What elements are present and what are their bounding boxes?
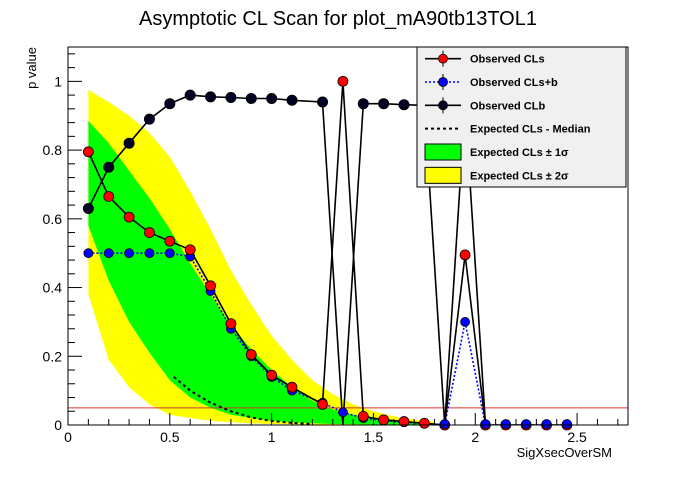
clsb-point	[439, 419, 450, 429]
clsb-point	[460, 317, 470, 327]
clsb-point	[124, 248, 134, 259]
legend-label: Expected CLs ± 2σ	[470, 170, 569, 182]
cls-point	[103, 191, 115, 202]
y-tick-label: 0.2	[43, 348, 63, 364]
y-tick-label: 0.6	[43, 211, 63, 227]
legend-marker	[438, 77, 448, 87]
legend-marker	[438, 100, 448, 111]
clb-point	[245, 93, 257, 105]
legend-label: Observed CLs+b	[470, 77, 558, 89]
plot-frame	[67, 46, 629, 426]
clb-point	[317, 96, 329, 108]
x-axis-label: SigXsecOverSM	[517, 445, 612, 460]
clsb-point	[164, 248, 175, 259]
cls-point	[378, 414, 390, 426]
x-tick-label: 1	[268, 429, 276, 445]
legend-marker	[438, 53, 448, 64]
cls-point	[123, 211, 135, 223]
legend-label: Expected CLs - Median	[470, 124, 591, 136]
cls-point	[245, 349, 257, 360]
clb-point	[123, 137, 135, 149]
y-tick-label: 0	[54, 417, 62, 433]
x-tick-label: 2.5	[567, 429, 587, 445]
clsb-line	[88, 252, 567, 425]
clb-point	[205, 91, 217, 103]
cls-point	[266, 369, 278, 381]
chart-title: Asymptotic CL Scan for plot_mA90tb13TOL1	[139, 8, 537, 30]
clb-point	[286, 94, 298, 106]
clsb-point	[338, 407, 348, 418]
legend-box	[416, 46, 627, 188]
x-tick-label: 0	[64, 429, 72, 445]
legend-swatch	[424, 166, 462, 184]
clb-point	[266, 93, 278, 105]
cls-point	[418, 417, 430, 429]
one-sigma-band	[88, 120, 435, 425]
median-line	[173, 376, 313, 425]
clb-point	[82, 203, 94, 215]
cls-point	[357, 411, 369, 422]
clb-point	[225, 92, 237, 104]
clb-point	[103, 161, 115, 173]
clb-point	[184, 89, 196, 101]
x-tick-label: 1.5	[364, 429, 384, 445]
clb-point	[378, 98, 390, 110]
x-tick-label: 2	[471, 429, 479, 445]
cls-point	[286, 381, 298, 393]
clsb-point	[541, 419, 552, 429]
legend-label: Expected CLs ± 1σ	[470, 147, 569, 159]
x-tick-label: 0.5	[160, 429, 180, 445]
cls-point	[205, 280, 216, 292]
clb-point	[164, 98, 176, 110]
y-tick-label: 0.8	[43, 142, 63, 158]
clsb-point	[480, 419, 491, 429]
cls-point	[398, 416, 410, 427]
cls-point	[82, 146, 94, 158]
cls-point	[459, 249, 471, 261]
clsb-point	[562, 419, 572, 429]
clsb-point	[83, 248, 94, 259]
clb-point	[398, 99, 410, 111]
y-axis-label: p value	[24, 47, 39, 89]
clsb-point	[500, 419, 511, 429]
legend: Observed CLs Observed CLs+b Observed CLb Ex…	[416, 46, 627, 188]
legend-label: Observed CLb	[470, 100, 545, 112]
cls-point	[225, 318, 237, 330]
clb-point	[143, 113, 155, 125]
clsb-point	[144, 248, 155, 259]
y-tick-label: 1	[54, 73, 62, 89]
y-tick-label: 0.4	[43, 280, 63, 296]
cls-point	[337, 75, 349, 87]
clsb-point	[521, 419, 532, 429]
legend-label: Observed CLs	[470, 54, 545, 66]
clsb-point	[103, 248, 114, 259]
cls-point	[184, 244, 196, 256]
legend-swatch	[424, 143, 462, 161]
cls-point	[164, 235, 176, 247]
cls-point	[144, 227, 155, 238]
cls-point	[317, 398, 328, 410]
clb-point	[357, 98, 369, 110]
